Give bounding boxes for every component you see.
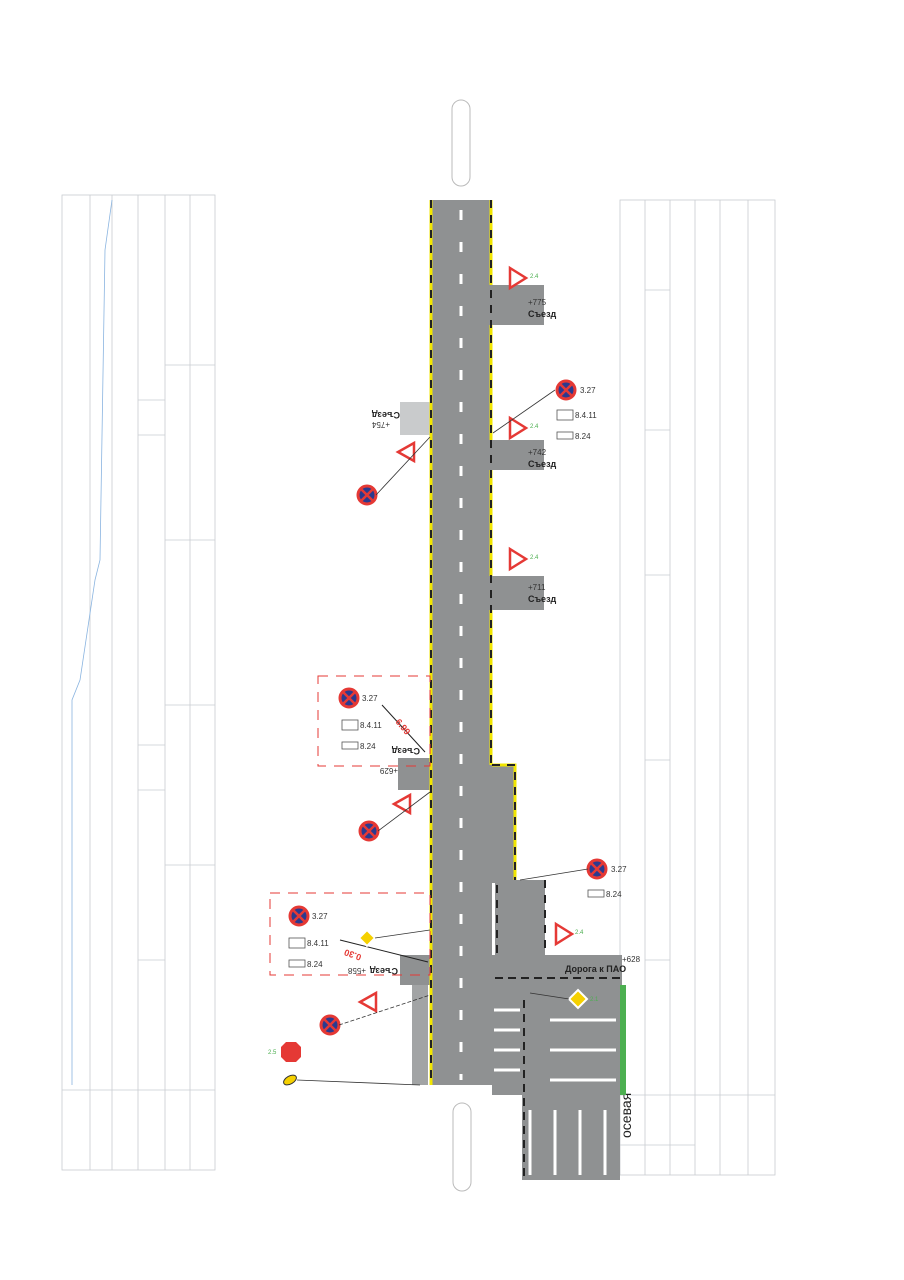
guide-label: 6.99: [393, 717, 412, 737]
plate-code: 8.4.11: [307, 939, 329, 948]
stop-sign-icon: [281, 1042, 301, 1062]
left-exit-lower: [400, 955, 430, 985]
left-exit-station: +558: [347, 966, 366, 975]
exit-775: [492, 285, 544, 325]
right-profile-table: [619, 199, 776, 1176]
no-stopping-sign-icon: [288, 379, 608, 1036]
sign-code: 2.5: [268, 1050, 277, 1056]
sign-code: 3.27: [362, 694, 378, 703]
priority-road-sign-icon: [357, 928, 589, 1010]
edge-markings: [429, 200, 626, 1180]
sign-zone-upper: [317, 675, 431, 767]
exit-station: +711: [528, 583, 546, 592]
exit-711: [492, 576, 544, 610]
leader-line: [339, 939, 429, 963]
end-priority-sign-icon: [283, 1074, 297, 1086]
sign-code: 3.27: [312, 912, 328, 921]
junction-label: Дорога к ПАО: [565, 964, 626, 974]
sign-code: 3.27: [611, 865, 627, 874]
exit-station: +742: [528, 448, 547, 457]
exit-742: [492, 440, 544, 470]
road-surface: [398, 200, 622, 1180]
left-exit-label: Съезд: [369, 966, 398, 976]
sign-code: 2.1: [590, 997, 599, 1003]
left-exit-station: +754: [371, 420, 390, 429]
left-exit-station: +629: [379, 766, 398, 775]
axis-label: осевая: [618, 1093, 634, 1138]
left-exit-upper: [400, 402, 430, 435]
leader-line: [381, 704, 426, 753]
road-end-marker-top: [451, 99, 471, 187]
plate-code: 8.24: [307, 960, 323, 969]
road-end-marker-bottom: [452, 1102, 472, 1192]
plate-code: 8.4.11: [575, 411, 597, 420]
junction-station: +628: [622, 955, 641, 964]
left-exit-label: Съезд: [391, 746, 420, 756]
left-profile-table: [61, 194, 216, 1171]
exit-station: +775: [528, 298, 547, 307]
plate-code: 8.4.11: [360, 721, 382, 730]
exit-label: Съезд: [528, 594, 557, 604]
guide-label: 0.30: [343, 947, 363, 962]
plate-code: 8.24: [575, 432, 591, 441]
sign-code: 2.4: [530, 274, 539, 280]
plate-icon: [288, 409, 605, 968]
sign-code: 2.4: [575, 930, 584, 936]
yield-sign-icon: [357, 265, 575, 1014]
exit-label: Съезд: [528, 459, 557, 469]
left-exit-label: Съезд: [371, 410, 400, 420]
plate-code: 8.24: [360, 742, 376, 751]
exit-label: Съезд: [528, 309, 557, 319]
crosswalk: [494, 1008, 616, 1175]
left-exit-middle: [398, 758, 430, 790]
leader-lines: [296, 389, 589, 1086]
sign-code: 3.27: [580, 386, 596, 395]
sign-code: 2.4: [530, 424, 539, 430]
sign-zone-lower: [269, 892, 431, 976]
plate-code: 8.24: [606, 890, 622, 899]
sign-code: 2.4: [530, 555, 539, 561]
